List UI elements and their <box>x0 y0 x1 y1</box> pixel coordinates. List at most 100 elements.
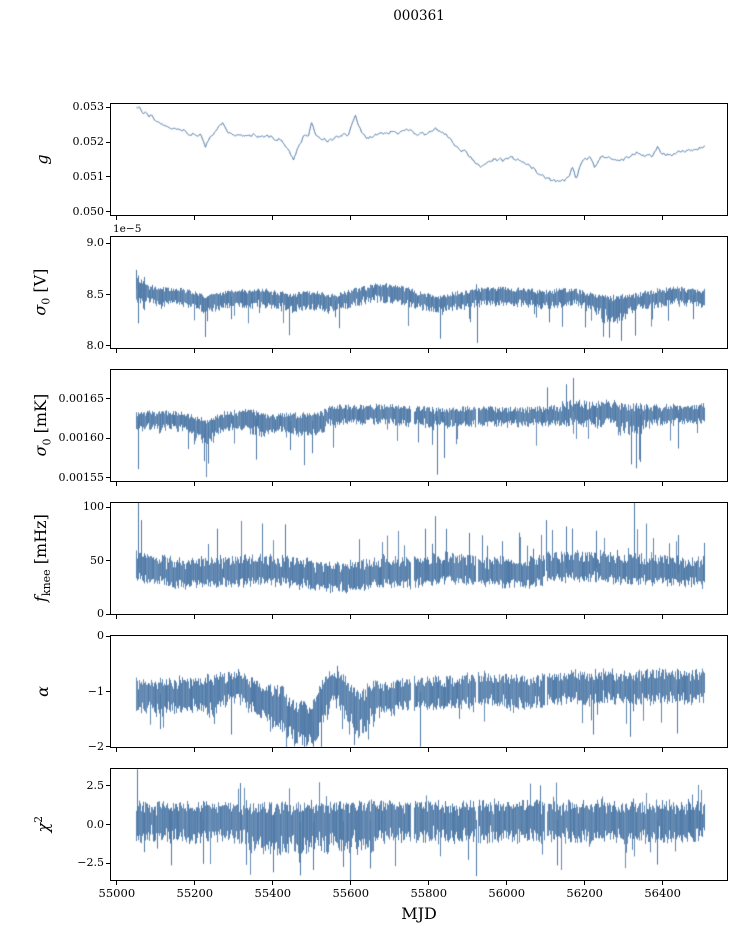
y-tick-mark <box>106 613 110 615</box>
x-tick-mark <box>116 615 118 619</box>
x-tick-mark <box>350 615 352 619</box>
x-tick-label: 55400 <box>254 886 292 900</box>
x-tick-mark <box>506 881 508 885</box>
y-tick-mark <box>106 176 110 178</box>
y-tick-mark <box>106 635 110 637</box>
plot-canvas-fknee <box>111 503 727 614</box>
y-tick-label: 0.00160 <box>58 431 105 445</box>
x-tick-mark <box>194 482 196 486</box>
plot-canvas-sigma0-V <box>111 237 727 348</box>
x-tick-mark <box>428 349 430 353</box>
y-tick-mark <box>106 785 110 787</box>
plot-canvas-alpha <box>111 636 727 747</box>
x-tick-label: 56000 <box>488 886 526 900</box>
x-tick-mark <box>272 482 274 486</box>
y-tick-label: 50 <box>90 553 104 567</box>
x-tick-label: 56200 <box>566 886 603 900</box>
x-tick-mark <box>584 748 586 752</box>
y-tick-label: −2 <box>87 739 104 753</box>
x-tick-mark <box>506 748 508 752</box>
y-axis-label-text: g <box>32 154 52 165</box>
x-tick-mark <box>116 881 118 885</box>
y-tick-mark <box>106 824 110 825</box>
plot-canvas-sigma0-mK <box>111 370 727 481</box>
x-tick-label: 56400 <box>644 886 681 900</box>
x-tick-mark <box>272 748 274 752</box>
y-tick-mark <box>106 691 110 692</box>
y-tick-label: −1 <box>87 684 104 698</box>
x-tick-mark <box>506 615 508 619</box>
x-tick-mark <box>116 748 118 752</box>
x-tick-mark <box>662 349 664 353</box>
y-tick-mark <box>106 294 110 296</box>
x-tick-mark <box>272 881 274 885</box>
x-tick-label: 55000 <box>98 886 136 900</box>
y-tick-label: 0.053 <box>72 100 105 114</box>
y-tick-label: 0.052 <box>72 135 105 149</box>
x-tick-mark <box>194 349 196 353</box>
x-tick-mark <box>584 216 586 220</box>
x-tick-mark <box>194 615 196 619</box>
axis-offset-text: 1e−5 <box>113 223 142 235</box>
x-tick-mark <box>272 349 274 353</box>
x-tick-mark <box>350 349 352 353</box>
x-tick-mark <box>428 748 430 752</box>
x-tick-label: 55200 <box>176 886 214 900</box>
y-tick-label: 0.00165 <box>58 391 105 405</box>
x-tick-mark <box>272 216 274 220</box>
y-tick-label: 100 <box>83 500 104 514</box>
x-tick-mark <box>350 881 352 885</box>
x-tick-mark <box>584 482 586 486</box>
y-tick-label: 8.5 <box>86 287 105 301</box>
y-tick-label: 9.0 <box>86 236 105 250</box>
x-tick-mark <box>662 881 664 885</box>
x-tick-mark <box>194 748 196 752</box>
x-tick-mark <box>662 615 664 619</box>
y-tick-label: 2.5 <box>86 778 105 792</box>
x-tick-mark <box>350 216 352 220</box>
y-tick-mark <box>106 242 110 244</box>
x-tick-mark <box>116 482 118 486</box>
y-tick-label: 0.051 <box>72 169 105 183</box>
y-tick-label: 0.050 <box>72 204 105 218</box>
y-axis-label: σ0 [mK] <box>22 370 62 481</box>
y-tick-mark <box>106 506 110 508</box>
y-tick-mark <box>106 437 110 439</box>
y-tick-mark <box>106 560 110 562</box>
x-tick-mark <box>428 482 430 486</box>
x-tick-label: 55600 <box>332 886 370 900</box>
x-tick-mark <box>428 216 430 220</box>
y-axis-label: g <box>22 104 62 215</box>
y-tick-mark <box>106 746 110 748</box>
x-tick-mark <box>116 349 118 353</box>
x-tick-mark <box>350 482 352 486</box>
x-tick-mark <box>506 482 508 486</box>
y-tick-label: 0 <box>97 629 104 643</box>
x-tick-mark <box>194 216 196 220</box>
y-tick-mark <box>106 106 110 108</box>
x-tick-mark <box>506 216 508 220</box>
plot-canvas-chi2 <box>111 769 727 880</box>
x-tick-mark <box>272 615 274 619</box>
x-tick-mark <box>506 349 508 353</box>
y-tick-mark <box>106 141 110 143</box>
x-axis-label: MJD <box>401 904 437 923</box>
y-tick-label: 0.0 <box>86 817 105 831</box>
x-tick-mark <box>350 748 352 752</box>
y-tick-label: 0.00155 <box>58 470 105 484</box>
x-tick-mark <box>116 216 118 220</box>
y-tick-mark <box>106 398 110 400</box>
y-tick-label: 8.0 <box>86 338 105 352</box>
x-tick-mark <box>662 748 664 752</box>
plot-canvas-g <box>111 104 727 215</box>
figure-title: 000361 <box>393 8 445 24</box>
x-tick-mark <box>584 615 586 619</box>
x-tick-mark <box>428 615 430 619</box>
y-tick-label: −2.5 <box>77 856 104 870</box>
x-tick-mark <box>194 881 196 885</box>
x-tick-mark <box>584 349 586 353</box>
y-tick-mark <box>106 477 110 479</box>
y-tick-mark <box>106 862 110 864</box>
x-tick-mark <box>428 881 430 885</box>
